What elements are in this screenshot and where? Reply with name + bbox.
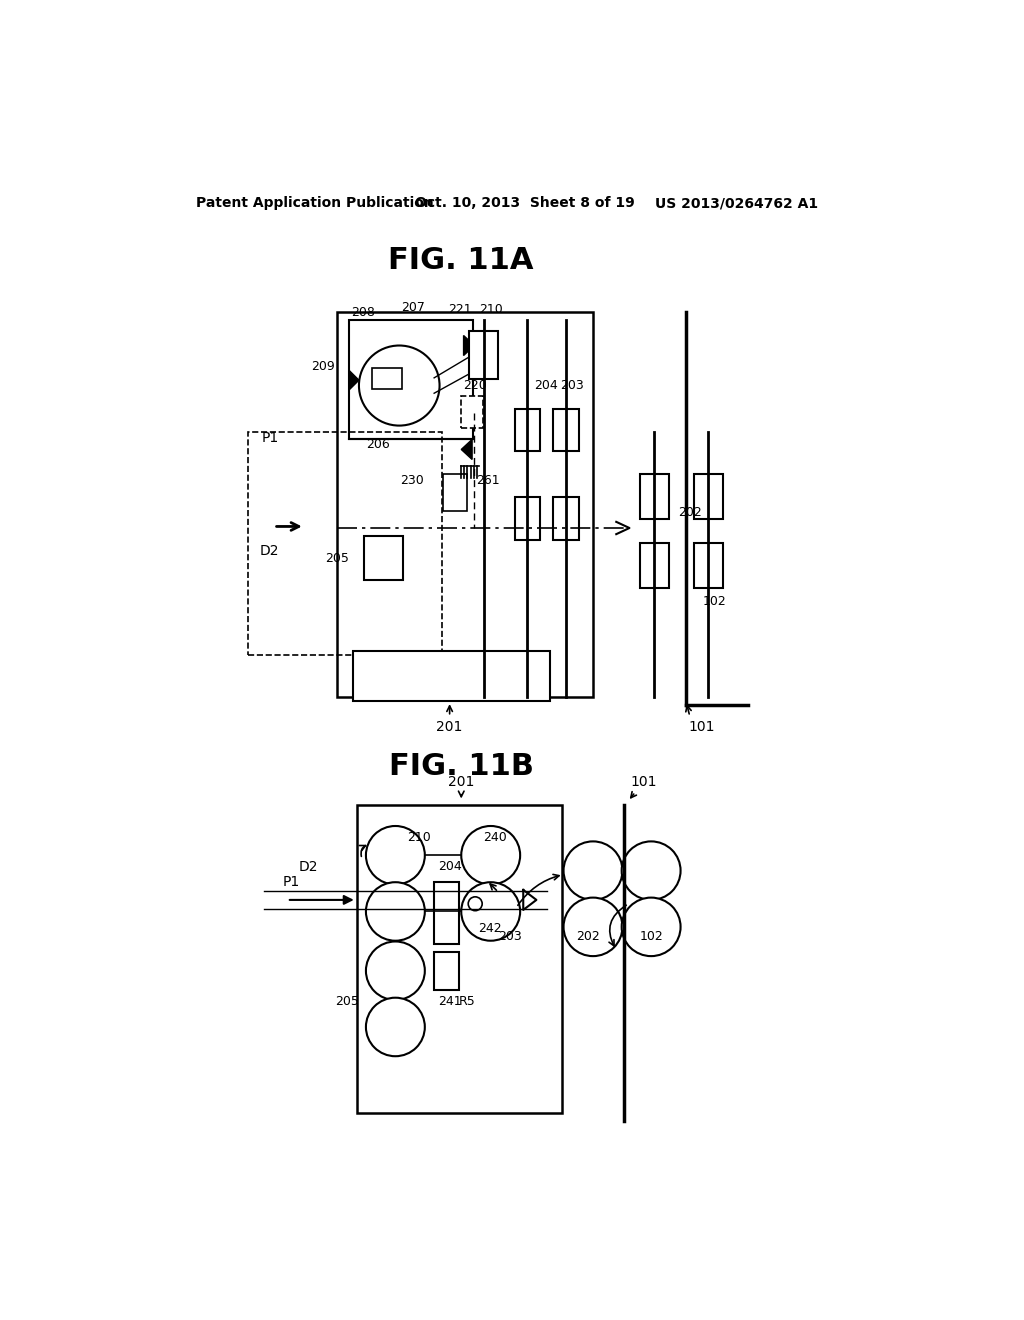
Text: P1: P1: [283, 875, 300, 890]
Text: 209: 209: [311, 360, 335, 372]
Text: 202: 202: [678, 506, 702, 519]
Bar: [337, 313, 593, 697]
Text: US 2013/0264762 A1: US 2013/0264762 A1: [655, 197, 818, 210]
Text: 208: 208: [351, 306, 375, 319]
Text: 230: 230: [400, 474, 424, 487]
Text: 220: 220: [463, 379, 486, 392]
Text: 204: 204: [535, 379, 558, 392]
Text: 210: 210: [407, 832, 431, 843]
Text: 201: 201: [449, 775, 474, 797]
Text: 204: 204: [438, 861, 462, 874]
Circle shape: [622, 898, 681, 956]
Text: 206: 206: [366, 438, 390, 451]
Circle shape: [366, 941, 425, 1001]
Circle shape: [563, 898, 623, 956]
Bar: [372, 368, 401, 389]
Text: R5: R5: [459, 995, 476, 1008]
Bar: [356, 805, 562, 1113]
Bar: [693, 544, 723, 589]
Text: 101: 101: [630, 775, 656, 797]
Circle shape: [366, 998, 425, 1056]
Circle shape: [622, 841, 681, 900]
Text: 240: 240: [483, 832, 507, 843]
Text: Patent Application Publication: Patent Application Publication: [197, 197, 434, 210]
Bar: [434, 882, 459, 944]
Text: 221: 221: [447, 302, 471, 315]
Text: 241: 241: [438, 995, 462, 1008]
Circle shape: [468, 896, 482, 911]
Text: 102: 102: [702, 594, 726, 607]
Bar: [554, 409, 579, 451]
Text: 102: 102: [640, 929, 664, 942]
Circle shape: [359, 346, 439, 425]
Bar: [461, 396, 483, 428]
Bar: [469, 331, 499, 379]
Text: D2: D2: [260, 544, 280, 558]
Bar: [640, 474, 669, 519]
Bar: [365, 536, 403, 581]
Circle shape: [366, 826, 425, 884]
Circle shape: [461, 882, 520, 941]
Bar: [554, 498, 579, 540]
Text: Oct. 10, 2013  Sheet 8 of 19: Oct. 10, 2013 Sheet 8 of 19: [415, 197, 635, 210]
Text: P1: P1: [261, 430, 279, 445]
Circle shape: [461, 826, 520, 884]
Text: 261: 261: [476, 474, 500, 487]
Polygon shape: [461, 440, 472, 459]
Text: FIG. 11A: FIG. 11A: [388, 247, 534, 276]
Bar: [349, 321, 473, 440]
Bar: [515, 498, 541, 540]
Text: FIG. 11B: FIG. 11B: [389, 752, 534, 781]
Text: 207: 207: [401, 301, 425, 314]
Text: 203: 203: [499, 929, 522, 942]
Circle shape: [366, 882, 425, 941]
Text: 201: 201: [436, 719, 463, 734]
Text: 205: 205: [335, 995, 359, 1008]
Bar: [248, 432, 442, 655]
Text: 203: 203: [560, 379, 585, 392]
Circle shape: [563, 841, 623, 900]
Bar: [693, 474, 723, 519]
Text: 205: 205: [325, 552, 349, 565]
Polygon shape: [464, 335, 474, 355]
Bar: [434, 952, 459, 990]
Text: 210: 210: [479, 302, 503, 315]
Text: 101: 101: [688, 719, 715, 734]
Text: D2: D2: [299, 859, 318, 874]
Bar: [352, 651, 550, 701]
Text: 202: 202: [575, 929, 600, 942]
Bar: [515, 409, 541, 451]
Text: 242: 242: [478, 921, 502, 935]
Polygon shape: [349, 370, 359, 391]
Bar: [442, 474, 467, 511]
Bar: [640, 544, 669, 589]
